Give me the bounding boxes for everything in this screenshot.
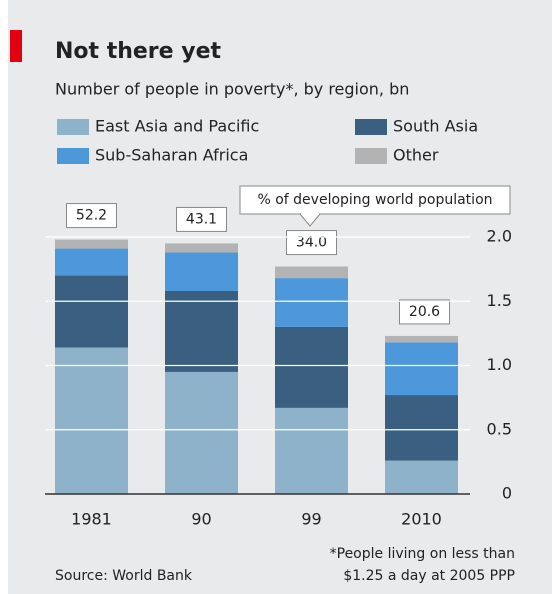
- share-box: [286, 230, 337, 256]
- footnote: $1.25 a day at 2005 PPP: [343, 568, 515, 584]
- y-tick-label: 1.0: [487, 355, 512, 374]
- pointer-cover: [301, 212, 319, 215]
- x-tick-label: 99: [301, 510, 321, 529]
- x-tick-label: 1981: [71, 510, 112, 529]
- x-tick-label: 90: [191, 510, 211, 529]
- share-box: [66, 203, 117, 229]
- y-tick-label: 0: [502, 484, 512, 503]
- legend-label: East Asia and Pacific: [95, 117, 259, 136]
- legend-label: South Asia: [393, 117, 478, 136]
- bar-segment: [165, 243, 238, 253]
- bar-segment: [275, 407, 348, 494]
- bar-segment: [55, 347, 128, 494]
- bar-segment: [385, 460, 458, 494]
- bar-segment: [165, 252, 238, 291]
- legend-swatch: [57, 148, 89, 164]
- x-tick-label: 2010: [401, 510, 442, 529]
- bar-segment: [275, 326, 348, 408]
- bar-segment: [385, 395, 458, 461]
- bar-segment: [385, 335, 458, 343]
- bar-segment: [55, 239, 128, 249]
- share-box: [176, 206, 227, 232]
- source: Source: World Bank: [55, 568, 193, 584]
- red-tab: [10, 30, 22, 62]
- share-callout: [239, 185, 511, 215]
- bar-segment: [275, 266, 348, 279]
- share-label: 52.2: [76, 208, 107, 224]
- legend-label: Other: [393, 146, 439, 165]
- share-label: 43.1: [186, 211, 217, 227]
- bar-segment: [55, 275, 128, 348]
- bar-segment: [165, 290, 238, 372]
- legend-swatch: [355, 148, 387, 164]
- legend-label: Sub-Saharan Africa: [95, 146, 248, 165]
- callout-pointer: [299, 213, 321, 227]
- y-tick-label: 1.5: [487, 291, 512, 310]
- y-tick-label: 0.5: [487, 419, 512, 438]
- bar-segment: [385, 342, 458, 396]
- bar-segment: [165, 371, 238, 494]
- share-title: % of developing world population: [257, 192, 492, 208]
- bar-segment: [55, 248, 128, 276]
- footnote: *People living on less than: [330, 546, 515, 562]
- chart-subtitle: Number of people in poverty*, by region,…: [55, 80, 409, 99]
- y-tick-label: 2.0: [487, 227, 512, 246]
- legend-swatch: [355, 119, 387, 135]
- bar-segment: [275, 278, 348, 327]
- share-box: [399, 299, 450, 325]
- share-label: 34.0: [296, 235, 327, 251]
- legend-swatch: [57, 119, 89, 135]
- chart-title: Not there yet: [55, 39, 221, 64]
- share-label: 20.6: [409, 304, 440, 320]
